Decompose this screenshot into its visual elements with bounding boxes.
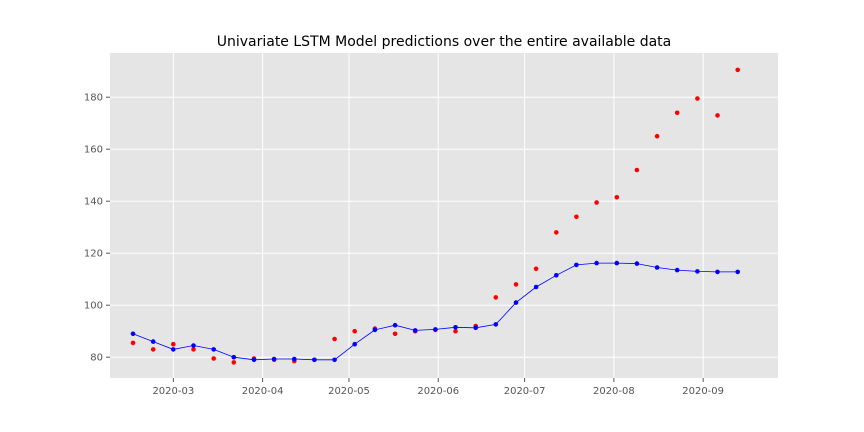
data-point — [473, 325, 479, 331]
plot-area — [110, 53, 778, 378]
data-point — [332, 336, 337, 342]
data-point — [211, 356, 216, 361]
data-point — [735, 269, 740, 275]
data-point — [614, 195, 620, 200]
data-point — [634, 167, 640, 173]
data-point — [533, 284, 539, 290]
data-point — [533, 266, 539, 272]
data-point — [392, 322, 398, 328]
x-tick-label: 2020-05 — [328, 386, 370, 397]
data-point — [695, 269, 700, 274]
x-tick-label: 2020-08 — [593, 386, 635, 397]
data-point — [715, 113, 720, 118]
data-point — [211, 347, 216, 352]
data-point — [150, 347, 156, 352]
data-point — [695, 96, 700, 101]
data-point — [594, 200, 599, 205]
data-point — [231, 360, 237, 365]
data-point — [251, 357, 257, 363]
data-point — [130, 331, 136, 337]
data-point — [654, 133, 660, 139]
data-point — [292, 356, 297, 362]
data-point — [352, 341, 358, 347]
data-point — [312, 357, 317, 363]
data-point — [392, 331, 398, 337]
data-point — [594, 260, 599, 266]
y-tick-label: 140 — [84, 197, 103, 208]
data-point — [150, 339, 156, 344]
x-tick-label: 2020-03 — [152, 386, 194, 397]
series-1 — [130, 260, 740, 363]
data-point — [614, 260, 620, 266]
data-point — [171, 341, 176, 347]
data-point — [412, 328, 418, 333]
data-point — [433, 327, 438, 332]
data-point — [574, 262, 579, 268]
data-point — [493, 295, 499, 300]
data-point — [634, 261, 640, 266]
data-point — [654, 265, 660, 270]
y-tick-label: 100 — [84, 301, 103, 312]
grid — [110, 53, 778, 378]
data-point — [352, 328, 358, 334]
y-tick-label: 80 — [90, 353, 103, 364]
data-point — [554, 273, 559, 278]
data-point — [332, 357, 337, 363]
data-point — [574, 214, 579, 220]
series-layer — [130, 67, 740, 365]
data-point — [674, 267, 680, 273]
data-point — [674, 110, 680, 116]
chart-title: Univariate LSTM Model predictions over t… — [217, 34, 672, 50]
data-point — [453, 328, 458, 334]
data-point — [735, 67, 740, 73]
x-tick-label: 2020-04 — [242, 386, 284, 397]
data-point — [130, 340, 136, 346]
data-point — [191, 347, 196, 352]
data-point — [453, 325, 458, 330]
y-tick-label: 180 — [84, 93, 103, 104]
data-point — [171, 347, 176, 352]
data-point — [271, 356, 277, 362]
x-tick-label: 2020-09 — [682, 386, 724, 397]
data-point — [231, 354, 237, 360]
data-point — [715, 269, 720, 275]
x-tick-label: 2020-06 — [417, 386, 459, 397]
data-point — [493, 322, 499, 327]
data-point — [372, 327, 378, 333]
data-point — [554, 230, 559, 235]
y-tick-label: 160 — [84, 145, 103, 156]
data-point — [513, 300, 519, 305]
y-tick-label: 120 — [84, 249, 103, 260]
data-point — [191, 343, 196, 348]
axis-ticks: 2020-03 2020-04 2020-05 2020-06 2020-07 2020-… — [84, 93, 724, 397]
data-point — [513, 282, 519, 287]
x-tick-label: 2020-07 — [504, 386, 546, 397]
